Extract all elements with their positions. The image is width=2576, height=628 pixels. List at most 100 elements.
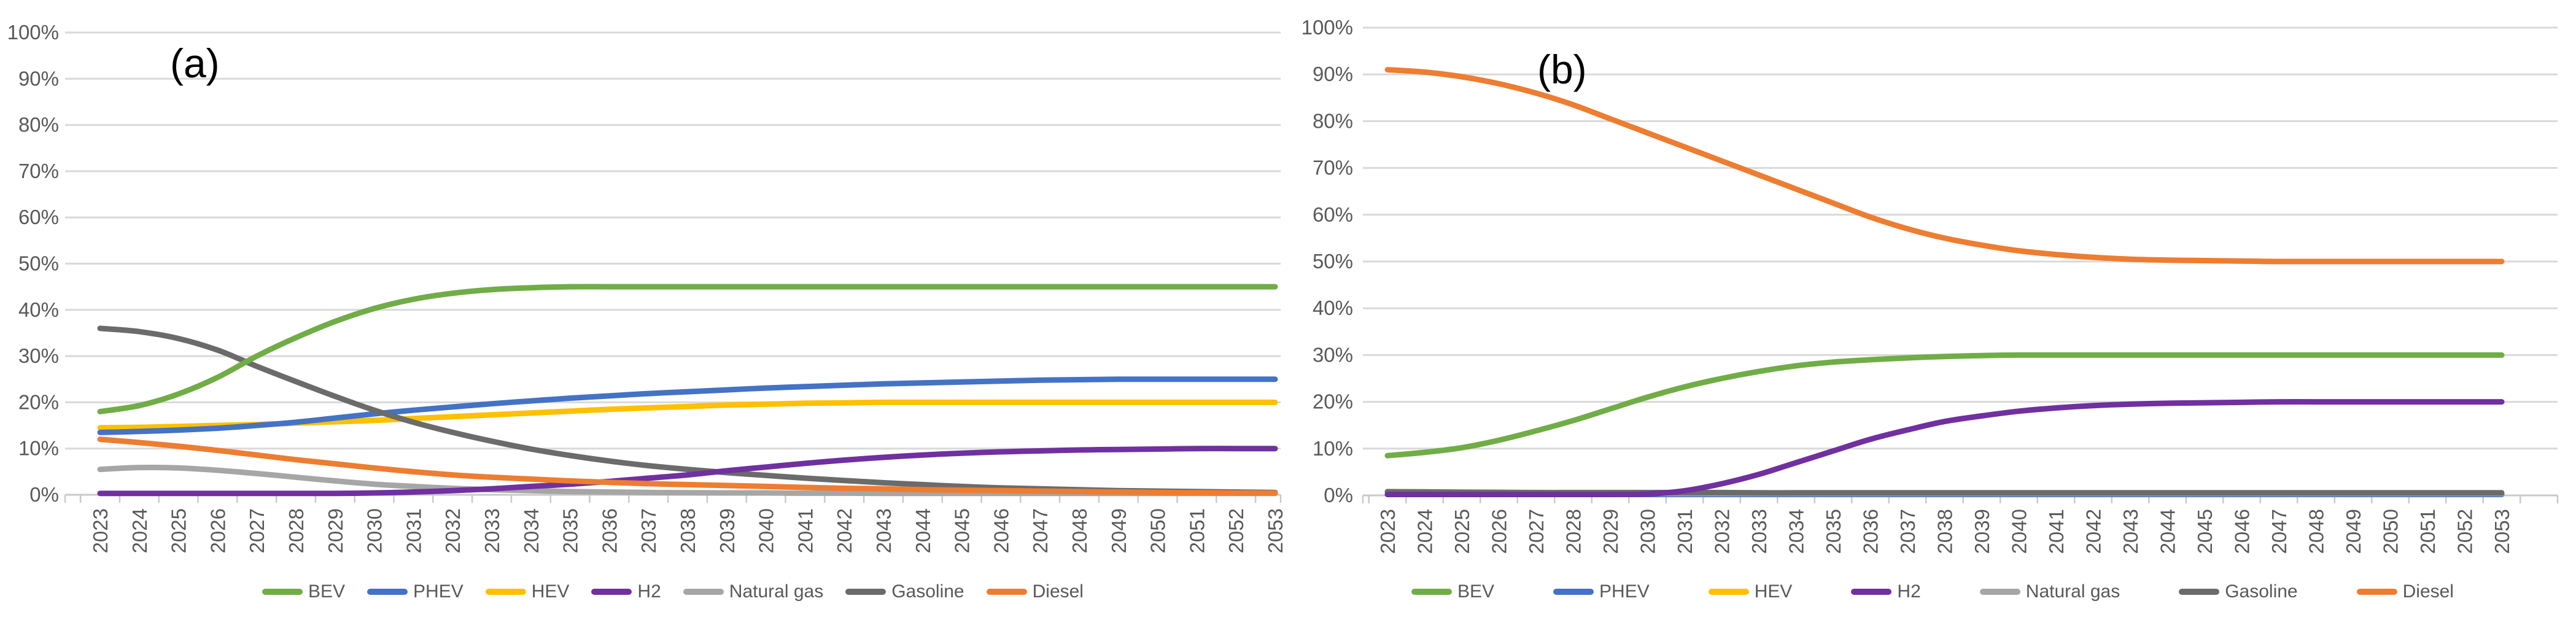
legend-label: PHEV [413,581,464,602]
y-axis-tick-label: 20% [1313,390,1353,413]
x-axis-year-label: 2032 [441,508,464,553]
y-axis-tick-label: 40% [1313,297,1353,319]
y-axis-tick-label: 80% [1313,109,1353,132]
x-axis-year-label: 2036 [1860,509,1882,554]
x-axis-year-label: 2029 [324,508,347,553]
y-axis-tick-label: 10% [1313,437,1353,460]
x-axis-year-label: 2023 [89,508,112,553]
chart-b-plot: 0% 10% 20% 30% 40% 50% 60% 70% 80% 90% 100% 2023 202… [1302,16,2559,554]
legend-item-gasoline: Gasoline [845,581,964,602]
x-axis-year-label: 2044 [2157,509,2179,554]
chart-a-legend: BEV PHEV HEV H2 Natural gas Gasoline Diesel [65,576,1281,608]
x-axis-year-label: 2045 [2194,509,2216,554]
legend-item-phev: PHEV [1553,581,1650,602]
x-axis-year-label: 2028 [285,508,308,553]
legend-item-diesel: Diesel [2356,581,2454,602]
x-axis-year-label: 2025 [1451,509,1473,554]
x-axis-year-label: 2046 [2231,509,2254,554]
legend-label: Diesel [1032,581,1084,602]
x-axis-year-label: 2030 [1637,509,1659,554]
x-axis-year-label: 2032 [1711,509,1734,554]
x-axis-year-label: 2035 [1822,509,1845,554]
x-axis-year-label: 2040 [2008,509,2031,554]
legend-label: Gasoline [891,581,964,602]
legend-swatch-icon [591,589,632,595]
x-axis-year-label: 2052 [1225,508,1247,553]
series-bev-line [1384,352,2505,459]
x-axis-year-label: 2031 [402,508,425,553]
x-axis-year-label: 2027 [1525,509,1548,554]
x-axis-year-label: 2039 [1971,509,1993,554]
x-axis-year-label: 2036 [598,508,621,553]
x-axis-year-label: 2050 [2380,509,2402,554]
x-axis-year-label: 2031 [1674,509,1696,554]
x-axis-year-label: 2030 [363,508,386,553]
x-axis-year-label: 2033 [481,508,503,553]
y-axis-tick-label: 10% [18,437,59,460]
legend-item-gasoline: Gasoline [2179,581,2298,602]
legend-label: HEV [531,581,570,602]
legend-item-natural-gas: Natural gas [1979,581,2120,602]
x-axis-year-label: 2040 [755,508,778,553]
x-axis-year-label: 2029 [1599,509,1622,554]
legend-label: PHEV [1599,581,1650,602]
x-axis-year-label: 2038 [677,508,699,553]
legend-item-hev: HEV [1708,581,1792,602]
x-axis-year-label: 2024 [1414,509,1437,554]
x-axis-year-label: 2043 [2119,509,2142,554]
x-axis-year-label: 2037 [1896,509,1919,554]
legend-label: H2 [637,581,661,602]
x-axis-year-label: 2034 [520,508,543,553]
x-axis-year-label: 2038 [1934,509,1957,554]
y-axis-tick-label: 60% [18,206,59,228]
x-axis-year-label: 2043 [872,508,895,553]
legend-item-hev: HEV [485,581,570,602]
y-axis-tick-label: 100% [1302,16,1353,39]
y-axis-tick-label: 70% [18,160,59,182]
series-diesel-line [1384,67,2505,265]
x-axis-year-label: 2042 [833,508,856,553]
x-axis-year-label: 2051 [2416,509,2439,554]
x-axis-year-label: 2053 [1264,508,1283,553]
y-axis-tick-label: 30% [1313,343,1353,366]
x-axis-year-label: 2025 [168,508,190,553]
legend-swatch-icon [2179,589,2220,595]
y-axis-tick-label: 80% [18,114,59,136]
legend-swatch-icon [1411,589,1452,595]
series-diesel-line [97,436,1278,496]
legend-swatch-icon [262,589,303,595]
y-axis-tick-label: 0% [29,483,59,506]
series-phev-line [97,376,1278,435]
chart-b-legend: BEV PHEV HEV H2 Natural gas Gasoline Diesel [1363,576,2502,608]
legend-item-bev: BEV [1411,581,1494,602]
x-axis-year-label: 2039 [716,508,739,553]
x-axis-year-label: 2048 [1068,508,1091,553]
y-axis-tick-label: 90% [18,67,59,90]
y-axis-tick-label: 50% [1313,250,1353,273]
y-axis-tick-label: 60% [1313,203,1353,226]
chart-a-plot: 0% 10% 20% 30% 40% 50% 60% 70% 80% 90% 100% 2023 202… [7,21,1283,553]
y-axis-tick-label: 100% [7,21,59,44]
legend-item-diesel: Diesel [986,581,1084,602]
legend-swatch-icon [2356,589,2397,595]
legend-label: BEV [1457,581,1495,602]
legend-swatch-icon [683,589,724,595]
x-axis-year-label: 2041 [2045,509,2068,554]
legend-swatch-icon [1708,589,1749,595]
x-axis-year-label: 2042 [2082,509,2105,554]
x-axis-year-label: 2033 [1748,509,1771,554]
series-bev-line [97,284,1278,414]
y-axis-tick-label: 90% [1313,63,1353,85]
x-axis-year-label: 2037 [637,508,660,553]
x-axis-year-label: 2051 [1185,508,1208,553]
legend-item-h2: H2 [591,581,661,602]
chart-a-title: (a) [170,41,220,86]
legend-label: Natural gas [729,581,824,602]
legend-swatch-icon [1979,589,2020,595]
series-h2-line [97,446,1278,497]
y-axis-tick-label: 20% [18,390,59,413]
x-axis-year-label: 2046 [990,508,1012,553]
y-axis-tick-label: 0% [1324,484,1353,506]
x-axis-year-label: 2050 [1147,508,1170,553]
y-axis-tick-label: 70% [1313,157,1353,179]
